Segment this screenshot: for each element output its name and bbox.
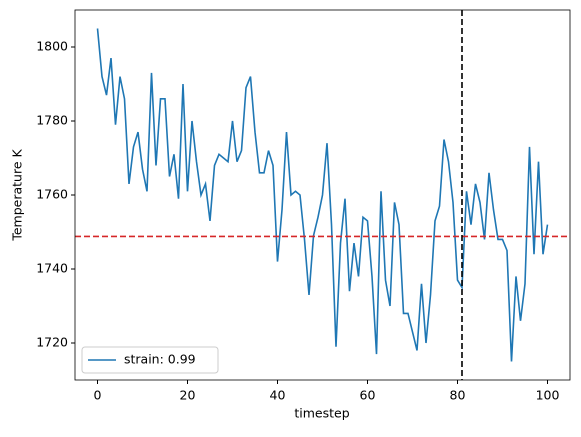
y-tick-label: 1720 — [36, 335, 68, 350]
y-tick-label: 1780 — [36, 113, 68, 128]
x-tick-label: 60 — [360, 388, 376, 403]
legend-label: strain: 0.99 — [124, 352, 196, 367]
plot-frame — [74, 9, 571, 381]
x-tick-label: 100 — [536, 388, 560, 403]
x-tick-label: 20 — [180, 388, 196, 403]
x-axis-label: timestep — [294, 406, 349, 421]
data-line — [96, 28, 549, 362]
x-tick-label: 80 — [450, 388, 466, 403]
y-axis-label: Temperature K — [10, 149, 25, 242]
y-tick-label: 1760 — [36, 187, 68, 202]
y-tick-label: 1800 — [36, 39, 68, 54]
legend-box — [81, 346, 219, 374]
x-tick-label: 40 — [270, 388, 286, 403]
x-tick-label: 0 — [94, 388, 102, 403]
y-tick-label: 1740 — [36, 261, 68, 276]
